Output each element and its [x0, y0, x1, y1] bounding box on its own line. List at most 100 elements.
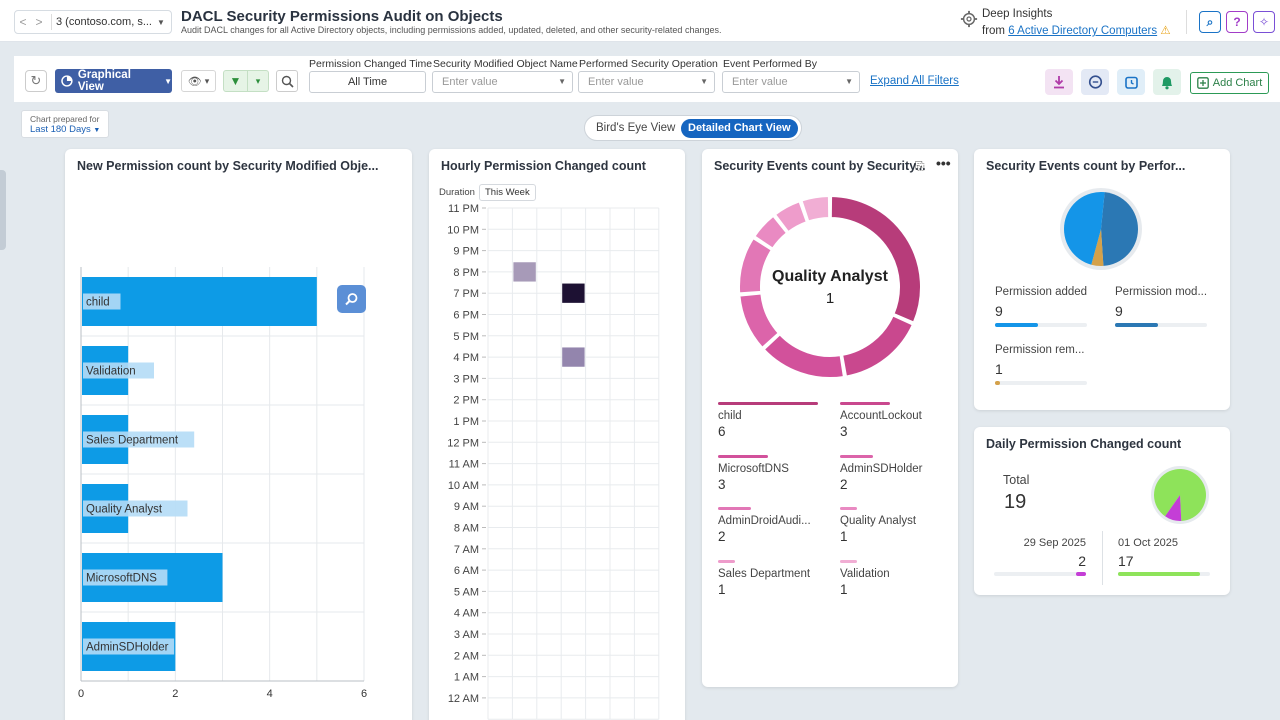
y-tick-label: 11 AM [449, 459, 479, 471]
modified-object-input[interactable]: Enter value ▼ [432, 71, 573, 93]
legend-bar [718, 402, 818, 405]
prepared-label: Chart prepared for [30, 114, 100, 124]
graphical-view-dropdown[interactable]: Graphical View ▼ [55, 69, 172, 93]
legend-bar [840, 454, 874, 458]
y-tick-label: 6 AM [454, 565, 479, 577]
search-button[interactable]: ⌕ [1199, 11, 1221, 33]
bar-label: Quality Analyst [86, 504, 163, 516]
performed-by-placeholder: Enter value [732, 76, 788, 88]
legend-value: 1 [840, 581, 848, 597]
legend-name: Quality Analyst [840, 515, 917, 527]
nav-prev-button[interactable]: < [19, 15, 27, 29]
bar-label-bg [83, 293, 121, 310]
permission-time-label: Permission Changed Time [309, 58, 433, 70]
comment-button[interactable] [1081, 69, 1109, 95]
chevron-down-icon: ▾ [204, 75, 210, 86]
legend-item[interactable]: 29 Sep 2025 2 [994, 537, 1086, 576]
refresh-button[interactable]: ↻ [25, 70, 47, 92]
help-button[interactable]: ? [1226, 11, 1248, 33]
ai-assist-button[interactable]: ✧ [1253, 11, 1275, 33]
chart-prepared-for[interactable]: Chart prepared for Last 180 Days ▼ [21, 110, 109, 138]
duration-label: Duration [439, 187, 475, 198]
new-permission-bar-chart: child Validation Sales Department Quality A… [78, 267, 367, 700]
legend-item[interactable]: AdminSDHolder 2 [840, 454, 940, 492]
card-title: Hourly Permission Changed count [441, 159, 646, 173]
zoom-chart-button[interactable] [337, 285, 366, 313]
add-chart-icon [1196, 77, 1209, 89]
legend-item[interactable]: child 6 [718, 402, 818, 439]
legend-fill [1076, 572, 1086, 576]
y-tick-label: 1 AM [454, 672, 479, 684]
legend-item[interactable]: AccountLockout 3 [840, 402, 940, 439]
duration-value[interactable]: This Week [479, 184, 536, 201]
chevron-down-icon[interactable]: ▾ [246, 71, 268, 91]
bell-icon [1162, 76, 1172, 89]
heat-cell-1 [562, 283, 585, 303]
legend-name: Sales Department [718, 567, 811, 580]
visibility-dropdown[interactable]: 👁 ▾ [181, 70, 216, 92]
security-events-donut [738, 194, 922, 379]
permission-time-select[interactable]: All Time [309, 71, 426, 93]
y-tick-label: 3 PM [453, 373, 479, 385]
alert-button[interactable] [1153, 69, 1181, 95]
legend-item[interactable]: Permission rem... 1 [995, 344, 1087, 385]
performed-by-input[interactable]: Enter value ▼ [722, 71, 860, 93]
export-button[interactable] [1045, 69, 1073, 95]
pie-slice-0 [1064, 192, 1105, 265]
report-selector-value[interactable]: 3 (contoso.com, s... [56, 16, 152, 28]
more-options-icon[interactable]: ••• [936, 155, 951, 171]
modified-object-label: Security Modified Object Name [433, 58, 578, 70]
performed-operation-pie [1060, 188, 1142, 270]
deep-insights-label: Deep Insights [982, 8, 1053, 20]
legend-item[interactable]: 01 Oct 2025 17 [1118, 537, 1210, 576]
x-tick-label: 0 [78, 688, 84, 700]
legend-item[interactable]: MicrosoftDNS 3 [718, 454, 818, 492]
legend-date: 29 Sep 2025 [1023, 537, 1086, 549]
bar-label: AdminSDHolder [86, 642, 169, 654]
y-tick-label: 5 PM [453, 331, 479, 343]
bar-label-bg [83, 362, 154, 379]
legend-item[interactable]: Quality Analyst 1 [840, 507, 940, 544]
legend-name: Validation [840, 567, 890, 580]
legend-name: AdminSDHolder [840, 462, 923, 475]
security-events-card: Security Events count by Security... ⎘ •… [702, 149, 958, 687]
filter-search-button[interactable] [276, 70, 298, 92]
graphical-view-label: Graphical View [77, 69, 131, 93]
copy-icon[interactable]: ⎘ [915, 159, 925, 173]
filter-button[interactable]: ▼ ▾ [223, 70, 269, 92]
deep-insights-link[interactable]: 6 Active Directory Computers [1008, 25, 1158, 37]
add-chart-button[interactable]: Add Chart [1190, 72, 1269, 94]
hourly-heatmap: 11 PM 10 PM 9 PM 8 PM 7 PM 6 PM 5 PM 4 PM 3 PM 2 … [447, 203, 660, 720]
side-panel-handle[interactable] [0, 170, 6, 250]
chevron-down-icon[interactable]: ▼ [157, 17, 165, 27]
report-selector[interactable]: < > 3 (contoso.com, s... ▼ [14, 10, 172, 34]
legend-value: 3 [840, 424, 848, 439]
detailed-chart-view-option[interactable]: Detailed Chart View [681, 119, 798, 138]
legend-track [1118, 572, 1210, 576]
legend-item[interactable]: Permission added 9 [995, 286, 1087, 327]
legend-item[interactable]: AdminDroidAudi... 2 [718, 507, 818, 544]
legend-item[interactable]: Validation 1 [840, 559, 940, 597]
card-title: New Permission count by Security Modifie… [77, 159, 379, 173]
nav-next-button[interactable]: > [35, 15, 43, 29]
legend-bar [840, 507, 857, 510]
schedule-button[interactable] [1117, 69, 1145, 95]
chevron-down-icon: ▼ [93, 127, 101, 134]
legend-item[interactable]: Permission mod... 9 [1115, 286, 1207, 327]
birds-eye-view-option[interactable]: Bird's Eye View [596, 122, 676, 134]
total-value: 19 [1004, 491, 1027, 513]
legend-track [995, 381, 1087, 385]
prepared-value: Last 180 Days ▼ [30, 124, 108, 135]
legend-bar [718, 559, 735, 563]
card-title: Security Events count by Perfor... [986, 159, 1186, 173]
y-tick-label: 2 AM [454, 650, 479, 662]
expand-all-filters-link[interactable]: Expand All Filters [870, 75, 959, 87]
divider [1102, 531, 1103, 585]
performed-operation-input[interactable]: Enter value ▼ [578, 71, 715, 93]
legend-item[interactable]: Sales Department 1 [718, 559, 818, 597]
legend-value: 2 [1078, 553, 1086, 569]
donut-slice-4 [738, 236, 774, 295]
legend-name: AccountLockout [840, 410, 922, 422]
bar-0 [82, 277, 317, 326]
chevron-down-icon: ▼ [700, 77, 708, 86]
